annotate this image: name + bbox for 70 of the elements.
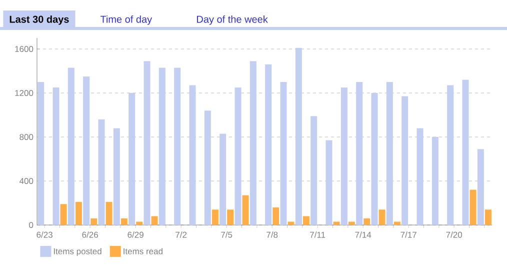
bar [402,96,408,225]
bar [158,68,166,225]
bar [128,93,136,225]
bar [98,119,105,225]
bar [394,222,400,225]
bar [348,222,355,225]
bar [136,222,143,225]
bar [204,110,211,225]
legend-label: Items posted [54,248,102,256]
x-tick-label: 6/23 [36,232,52,238]
bar [288,222,294,225]
bar [280,82,287,225]
bar [174,68,181,225]
bar [220,134,226,225]
y-tick-label: 1600 [15,46,34,52]
bar [378,210,386,225]
x-tick-label: 7/14 [355,232,372,238]
bar [333,222,340,225]
bar [83,76,90,225]
text: Last 30 days [10,15,69,25]
bar [120,218,128,225]
bar [364,218,370,225]
bar [38,82,44,225]
bar [144,61,150,225]
bar [242,195,249,225]
bar [371,93,378,225]
bar [68,68,74,225]
bar [295,48,302,225]
bar [340,88,348,225]
y-tick-label: 0 [29,222,34,228]
bar [386,82,393,225]
y-tick-label: 1200 [15,90,34,96]
x-tick-label: 7/11 [310,232,326,238]
bar [326,140,332,225]
bar [212,210,218,225]
x-tick-label: 7/5 [221,232,232,238]
x-tick-label: 7/17 [400,232,416,238]
text: Day of the week [197,15,268,25]
bar [470,190,476,225]
bar [432,137,438,225]
bar [484,210,492,225]
bar [90,218,98,225]
bar [477,149,484,225]
x-tick-label: 7/8 [266,232,278,238]
bar [60,204,67,225]
bar [52,88,60,225]
bar [416,128,424,225]
bar [302,216,310,225]
bar [106,202,112,225]
bar [447,85,454,225]
bar [265,64,272,225]
x-tick-label: 6/26 [82,232,98,238]
x-tick-label: 7/20 [446,232,462,238]
bar [189,85,196,225]
bar [356,82,363,225]
bar [272,207,280,225]
bar [462,80,469,225]
x-tick-label: 6/29 [128,232,144,238]
bar [227,210,234,225]
legend-label: Items read [124,248,162,254]
bar [113,128,120,225]
bar [75,202,82,225]
text: Time of day [100,15,152,25]
y-tick-label: 800 [20,134,34,140]
y-tick-label: 400 [19,178,34,184]
x-tick-label: 7/2 [176,232,187,238]
bar [151,216,158,225]
bar [250,61,256,225]
bar [234,88,242,225]
bar [310,116,318,225]
